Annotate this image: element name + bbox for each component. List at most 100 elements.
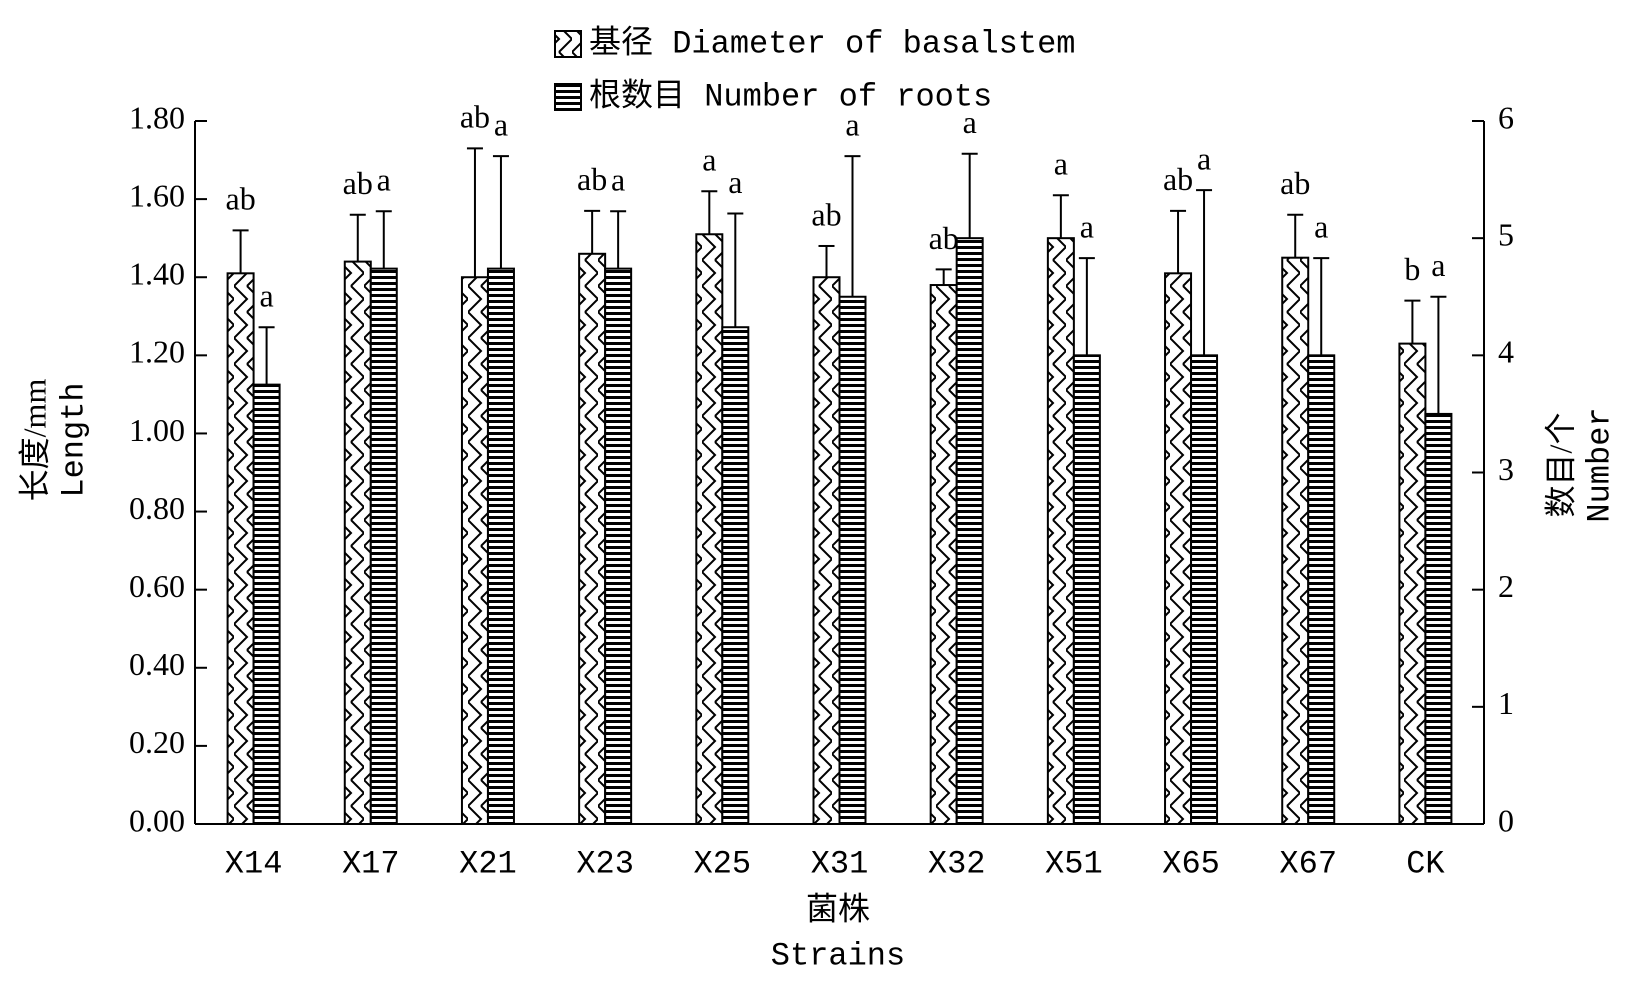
- y2-tick-label: 3: [1498, 451, 1514, 487]
- significance-label: a: [1197, 140, 1211, 176]
- legend-swatch: [554, 83, 582, 111]
- significance-label: a: [1431, 247, 1445, 283]
- error-bar: [1430, 295, 1447, 414]
- y-tick-label: 0.80: [129, 490, 185, 526]
- bar: [1046, 237, 1075, 825]
- error-bar: [727, 212, 744, 328]
- x-tick-label: X17: [342, 845, 400, 882]
- y2-axis-title-line: 数目/个: [1542, 413, 1578, 518]
- error-bar: [349, 213, 366, 262]
- y-tick-label: 1.20: [129, 334, 185, 370]
- significance-label: a: [611, 162, 625, 198]
- significance-label: a: [1054, 146, 1068, 182]
- bar: [604, 267, 633, 825]
- significance-label: ab: [343, 165, 373, 201]
- significance-label: a: [377, 162, 391, 198]
- x-tick-label: X65: [1162, 845, 1220, 882]
- x-tick-label: X23: [576, 845, 634, 882]
- significance-label: a: [259, 278, 273, 314]
- error-bar: [584, 209, 601, 254]
- y-tick-label: 0.00: [129, 802, 185, 838]
- x-tick-label: CK: [1406, 845, 1445, 882]
- significance-label: ab: [460, 99, 490, 135]
- bar: [1190, 354, 1219, 825]
- y-tick-label: 0.20: [129, 724, 185, 760]
- significance-label: ab: [929, 220, 959, 256]
- error-bar: [610, 210, 627, 269]
- x-tick-label: X21: [459, 845, 517, 882]
- error-bar: [1170, 209, 1187, 274]
- y-tick-label: 1.80: [129, 99, 185, 135]
- bar: [695, 233, 724, 825]
- x-tick-label: X25: [694, 845, 752, 882]
- bar: [721, 326, 750, 825]
- bar: [1072, 354, 1101, 825]
- significance-label: a: [963, 104, 977, 140]
- error-bar: [1052, 194, 1069, 239]
- x-axis-title: 菌株: [806, 890, 870, 926]
- legend-swatch: [554, 30, 582, 58]
- significance-label: ab: [1280, 165, 1310, 201]
- x-tick-label: X32: [928, 845, 986, 882]
- bar: [486, 267, 515, 825]
- significance-label: a: [845, 106, 859, 142]
- y-tick-label: 1.00: [129, 412, 185, 448]
- y-axis-title-line: 长度/mm: [16, 379, 52, 502]
- x-tick-label: X14: [225, 845, 283, 882]
- bar: [1164, 272, 1193, 826]
- significance-label: a: [728, 164, 742, 200]
- y2-axis-title-line: Number: [1581, 407, 1618, 522]
- legend-label: 根数目 Number of roots: [589, 77, 992, 115]
- bar: [343, 260, 372, 826]
- y-axis-title-line: Length: [55, 382, 92, 497]
- error-bar: [818, 244, 835, 278]
- bar: [460, 276, 489, 825]
- y2-tick-label: 0: [1498, 802, 1514, 838]
- y2-tick-label: 5: [1498, 217, 1514, 253]
- bar: [955, 237, 984, 825]
- error-bar: [935, 268, 952, 286]
- error-bar: [1078, 257, 1095, 356]
- y2-axis-title: 数目/个 Number: [1542, 407, 1618, 522]
- significance-label: ab: [577, 161, 607, 197]
- x-tick-label: X67: [1279, 845, 1337, 882]
- error-bar: [701, 190, 718, 235]
- error-bar: [961, 152, 978, 239]
- error-bar: [232, 229, 249, 274]
- x-axis-title: Strains: [771, 937, 905, 974]
- significance-label: ab: [1163, 161, 1193, 197]
- significance-label: a: [1080, 208, 1094, 244]
- significance-label: ab: [225, 181, 255, 217]
- bar: [1424, 412, 1453, 825]
- error-bar: [492, 155, 509, 269]
- error-bar: [844, 155, 861, 297]
- significance-label: a: [1314, 208, 1328, 244]
- y2-tick-label: 4: [1498, 334, 1514, 370]
- bar: [578, 252, 607, 826]
- bar: [252, 383, 281, 825]
- y2-tick-label: 2: [1498, 568, 1514, 604]
- y2-tick-label: 6: [1498, 99, 1514, 135]
- bar: [1307, 354, 1336, 825]
- legend-label: 基径 Diameter of basalstem: [589, 24, 1075, 62]
- bar: [929, 284, 958, 825]
- error-bar: [466, 147, 483, 278]
- error-bar: [1287, 213, 1304, 258]
- significance-label: a: [494, 106, 508, 142]
- bar: [1281, 256, 1310, 825]
- y-tick-label: 1.40: [129, 256, 185, 292]
- y-axis-title: 长度/mm Length: [16, 379, 92, 502]
- y-tick-label: 1.60: [129, 177, 185, 213]
- error-bar: [1404, 299, 1421, 344]
- bar: [838, 295, 867, 825]
- y2-tick-label: 1: [1498, 685, 1514, 721]
- bar: [226, 272, 255, 826]
- significance-label: b: [1404, 251, 1420, 287]
- bar: [1398, 342, 1427, 825]
- error-bar: [375, 210, 392, 269]
- error-bar: [1313, 257, 1330, 356]
- bar: [369, 267, 398, 825]
- x-tick-label: X51: [1045, 845, 1103, 882]
- bar: [812, 276, 841, 825]
